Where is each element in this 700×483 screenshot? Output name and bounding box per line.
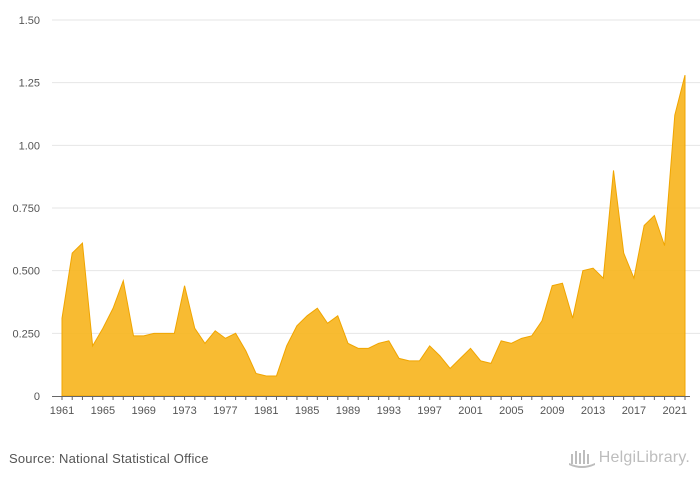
x-tick-label: 1989 xyxy=(336,405,360,417)
x-tick-label: 2021 xyxy=(663,405,687,417)
y-tick-label: 0 xyxy=(34,391,40,403)
x-tick-label: 1969 xyxy=(131,405,155,417)
source-text: Source: National Statistical Office xyxy=(9,451,209,466)
x-tick-label: 1973 xyxy=(172,405,196,417)
x-tick-label: 1997 xyxy=(417,405,441,417)
y-tick-label: 1.25 xyxy=(19,78,40,90)
y-tick-label: 1.00 xyxy=(19,140,40,152)
y-axis-labels: 0 0.250 0.500 0.750 1.00 1.25 1.50 xyxy=(12,15,40,403)
x-tick-label: 2013 xyxy=(581,405,605,417)
helgi-library-logo-icon xyxy=(568,450,595,468)
x-tick-label: 1961 xyxy=(50,405,74,417)
area-series xyxy=(61,75,686,397)
x-tick-label: 2017 xyxy=(622,405,646,417)
x-axis: 1961 1965 1969 1973 1977 1981 1985 1989 1993 1997… xyxy=(50,396,690,417)
x-tick-label: 2001 xyxy=(458,405,482,417)
plot-area xyxy=(61,75,686,397)
y-tick-label: 0.500 xyxy=(12,266,40,278)
x-tick-label: 1981 xyxy=(254,405,278,417)
chart-footer: Source: National Statistical Office Helg… xyxy=(0,440,700,483)
y-tick-label: 0.750 xyxy=(12,203,40,215)
x-tick-label: 2009 xyxy=(540,405,564,417)
x-tick-label: 1965 xyxy=(91,405,115,417)
helgi-library-logo[interactable]: HelgiLibrary. xyxy=(568,448,690,468)
x-tick-label: 2005 xyxy=(499,405,523,417)
logo-text: HelgiLibrary. xyxy=(598,449,690,466)
x-tick-label: 1993 xyxy=(377,405,401,417)
y-tick-label: 1.50 xyxy=(19,15,40,27)
x-tick-label: 1977 xyxy=(213,405,237,417)
x-tick-label: 1985 xyxy=(295,405,319,417)
y-tick-label: 0.250 xyxy=(12,328,40,340)
